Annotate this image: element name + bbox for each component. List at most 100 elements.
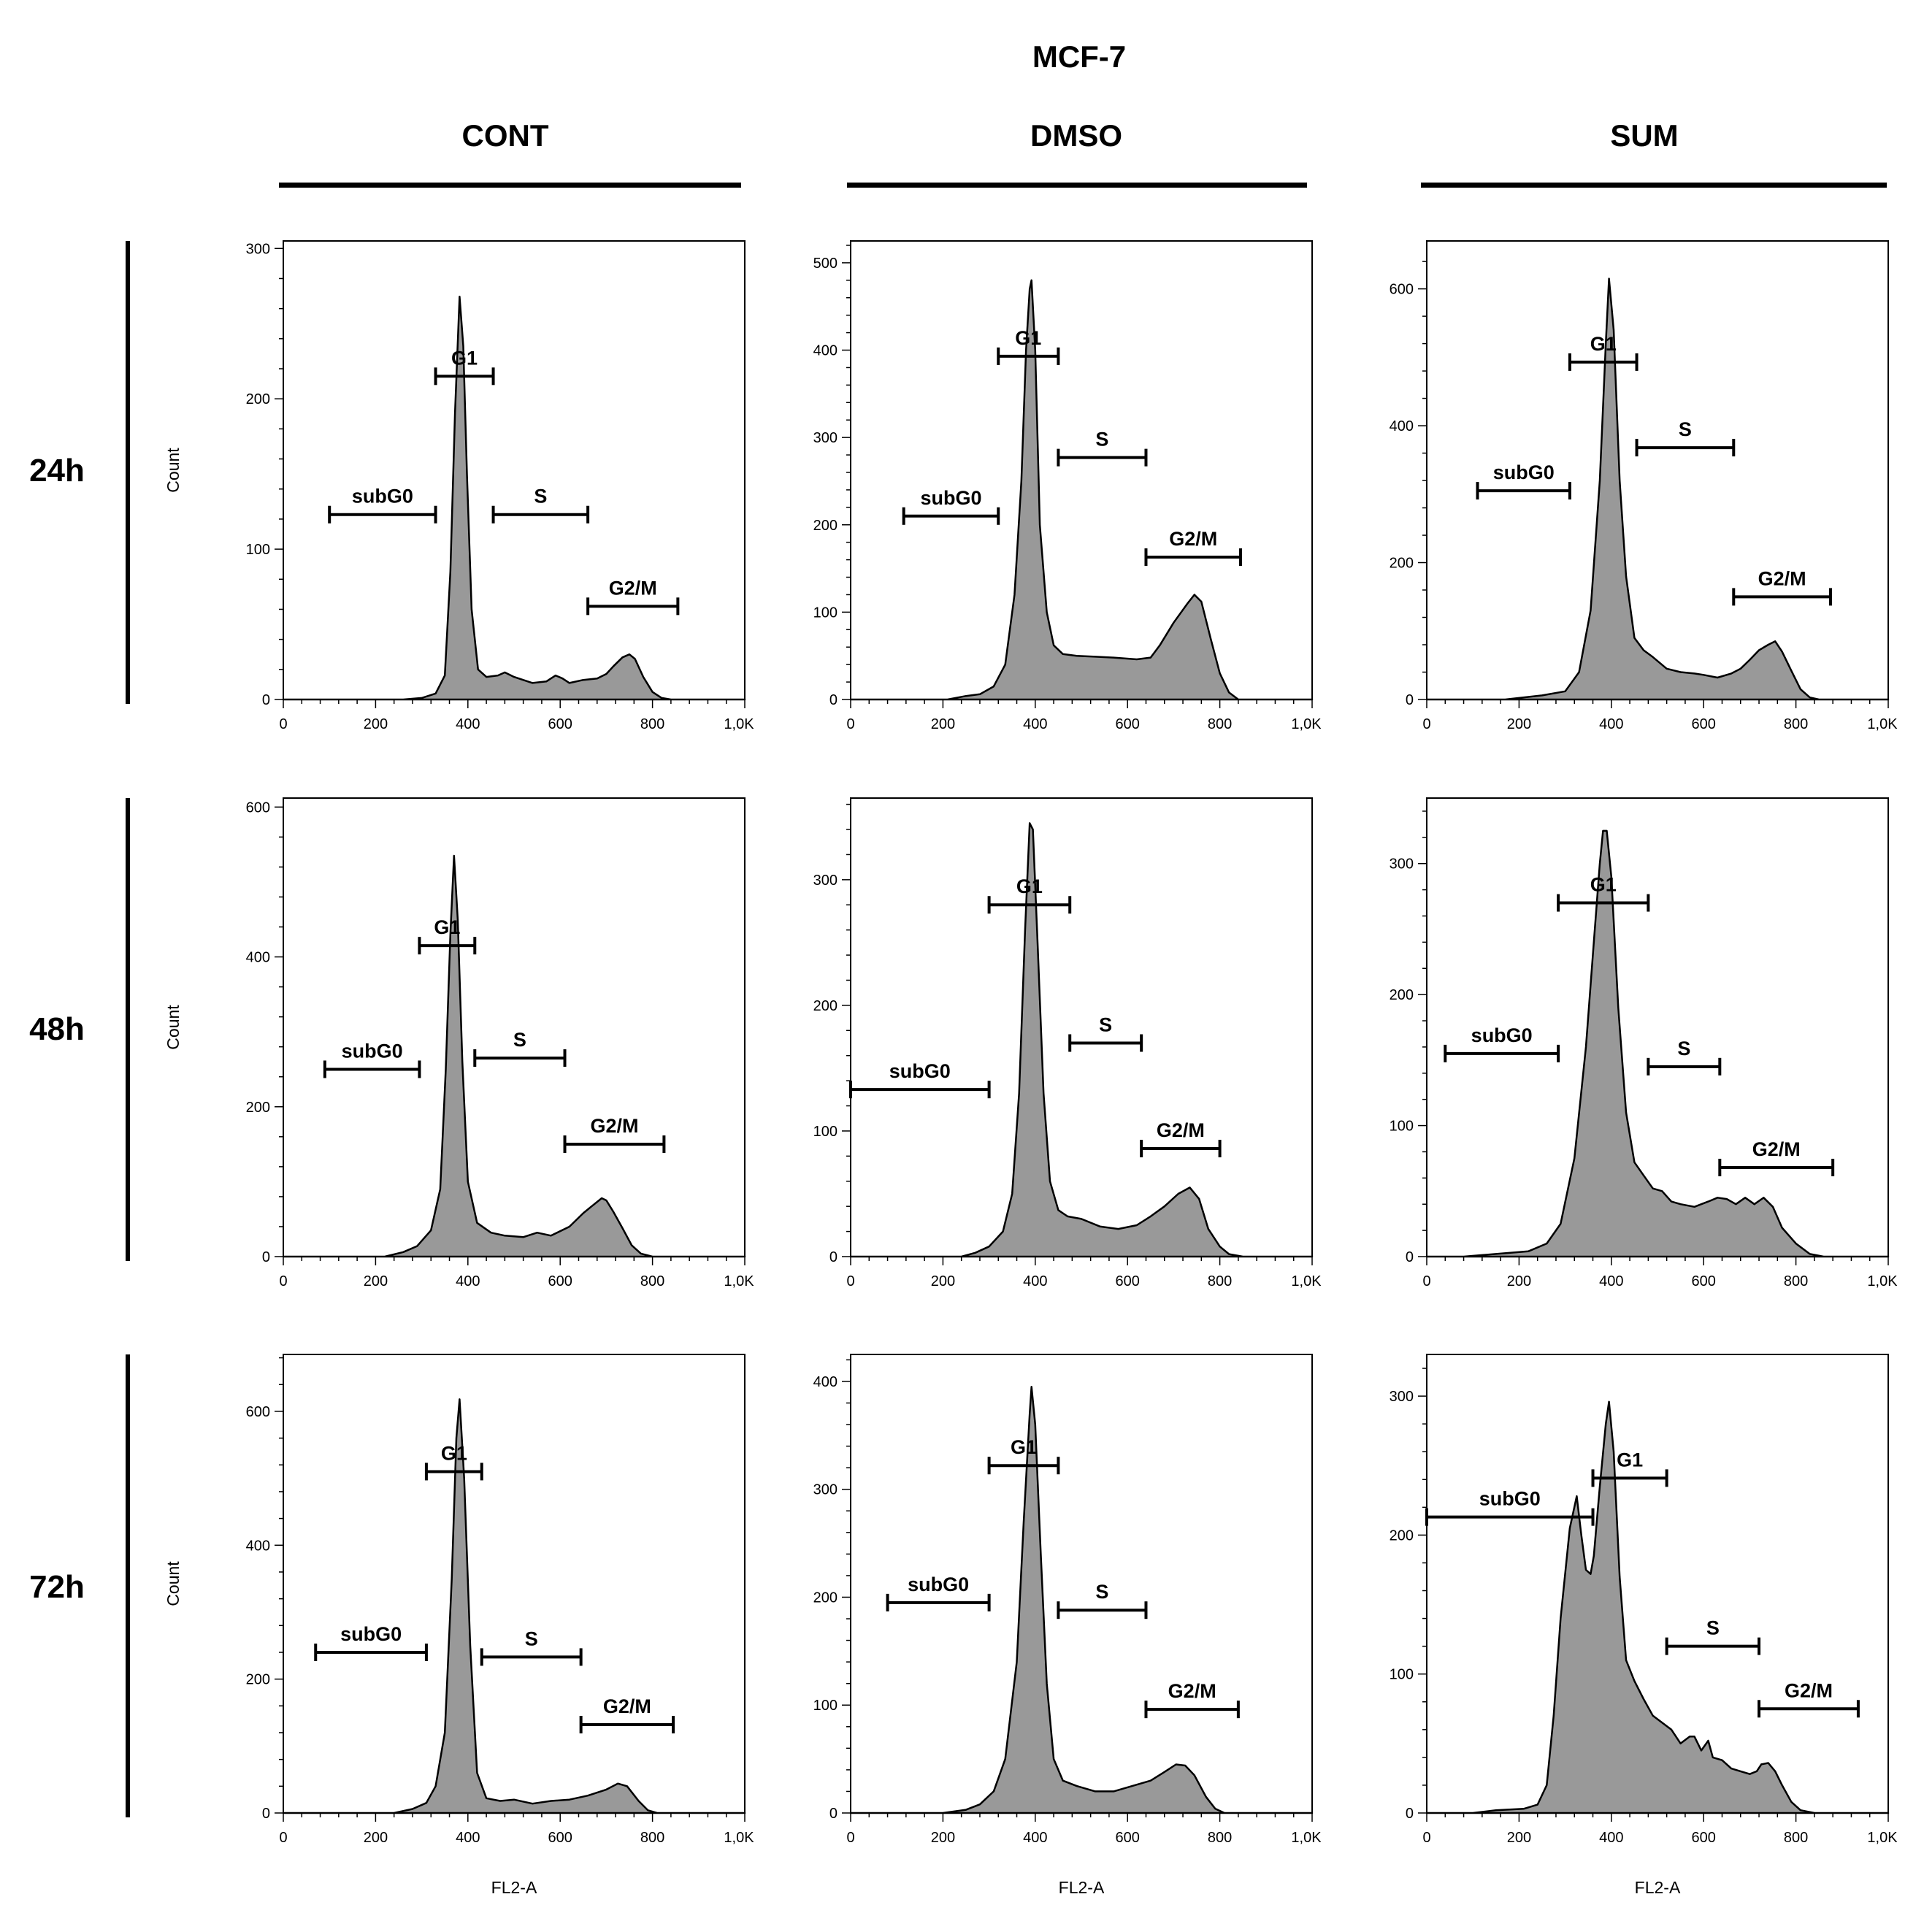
y-tick-label-dmso-24h-500: 500	[813, 256, 838, 272]
x-tick-label-dmso-24h-600: 600	[1116, 716, 1140, 732]
gate-g1-dmso-24h-label: G1	[1015, 327, 1041, 349]
x-tick-label-cont-24h-200: 200	[364, 716, 388, 732]
y-tick-label-dmso-72h-200: 200	[813, 1590, 838, 1606]
row-bar-48h	[126, 798, 130, 1261]
plot-frame-dmso-72h	[850, 1354, 1313, 1814]
histogram-area-sum-48h	[1425, 829, 1890, 1258]
x-tick-label-cont-48h-0: 0	[279, 1273, 287, 1289]
y-tick-label-cont-72h-200: 200	[246, 1672, 270, 1688]
x-tick-label-dmso-24h-0: 0	[846, 716, 854, 732]
y-tick-label-sum-72h-0: 0	[1406, 1806, 1414, 1822]
y-tick-label-cont-72h-400: 400	[246, 1538, 270, 1554]
gate-subg0-sum-72h-label: subG0	[1479, 1488, 1541, 1510]
gate-g2-m-dmso-48h-label: G2/M	[1157, 1119, 1205, 1141]
gate-g2-m-sum-24h-label: G2/M	[1758, 567, 1806, 589]
x-tick-label-sum-24h-200: 200	[1507, 716, 1531, 732]
histogram-area-dmso-24h	[849, 279, 1314, 701]
histogram-area-dmso-48h	[849, 822, 1314, 1258]
y-tick-label-sum-72h-300: 300	[1390, 1389, 1414, 1405]
x-tick-label-cont-24h-1-0k: 1,0K	[724, 716, 754, 732]
histogram-area-sum-24h	[1425, 277, 1890, 701]
x-tick-label-sum-24h-400: 400	[1599, 716, 1623, 732]
x-tick-label-dmso-72h-600: 600	[1116, 1830, 1140, 1846]
x-tick-label-dmso-48h-600: 600	[1116, 1273, 1140, 1289]
figure-title: MCF-7	[1032, 39, 1126, 74]
x-axis-title-sum-72h: FL2-A	[1635, 1878, 1681, 1897]
y-tick-label-dmso-72h-100: 100	[813, 1698, 838, 1714]
x-tick-label-sum-72h-0: 0	[1422, 1830, 1430, 1846]
gate-s-sum-24h-label: S	[1679, 418, 1692, 440]
plot-frame-dmso-24h	[850, 240, 1313, 700]
x-tick-label-cont-72h-1-0k: 1,0K	[724, 1830, 754, 1846]
y-tick-label-cont-24h-200: 200	[246, 391, 270, 407]
plot-frame-sum-24h	[1426, 240, 1889, 700]
gate-g2-m-cont-72h-label: G2/M	[603, 1695, 651, 1717]
x-tick-label-sum-24h-0: 0	[1422, 716, 1430, 732]
y-tick-label-cont-72h-600: 600	[246, 1404, 270, 1420]
x-tick-label-cont-72h-800: 800	[640, 1830, 664, 1846]
histogram-area-cont-48h	[282, 854, 746, 1258]
y-tick-label-cont-48h-0: 0	[262, 1249, 270, 1265]
plot-frame-cont-48h	[283, 797, 746, 1257]
x-tick-label-dmso-72h-0: 0	[846, 1830, 854, 1846]
gate-subg0-dmso-24h-label: subG0	[920, 487, 981, 509]
plot-frame-cont-24h	[283, 240, 746, 700]
y-tick-label-dmso-48h-0: 0	[829, 1249, 838, 1265]
gate-g1-dmso-72h-label: G1	[1011, 1436, 1037, 1458]
x-tick-label-cont-24h-600: 600	[548, 716, 572, 732]
plot-frame-cont-72h	[283, 1354, 746, 1814]
y-tick-label-dmso-24h-200: 200	[813, 518, 838, 534]
gate-subg0-dmso-72h-label: subG0	[908, 1573, 969, 1595]
x-tick-label-dmso-48h-200: 200	[931, 1273, 955, 1289]
y-tick-label-sum-72h-200: 200	[1390, 1527, 1414, 1544]
column-title-sum: SUM	[1610, 118, 1678, 153]
x-tick-label-cont-48h-400: 400	[456, 1273, 480, 1289]
x-tick-label-cont-48h-800: 800	[640, 1273, 664, 1289]
gate-s-dmso-48h-label: S	[1099, 1014, 1112, 1036]
x-tick-label-cont-48h-200: 200	[364, 1273, 388, 1289]
gate-g1-sum-48h-label: G1	[1590, 874, 1617, 896]
plot-frame-sum-72h	[1426, 1354, 1889, 1814]
y-tick-label-dmso-24h-100: 100	[813, 605, 838, 621]
x-tick-label-cont-72h-600: 600	[548, 1830, 572, 1846]
gate-s-dmso-24h-label: S	[1095, 429, 1108, 451]
x-tick-label-dmso-48h-400: 400	[1023, 1273, 1047, 1289]
gate-g2-m-sum-72h-label: G2/M	[1785, 1679, 1833, 1701]
gate-subg0-dmso-48h-label: subG0	[889, 1060, 951, 1082]
gate-s-sum-48h-label: S	[1677, 1038, 1690, 1059]
y-tick-label-sum-48h-100: 100	[1390, 1119, 1414, 1135]
x-tick-label-sum-48h-0: 0	[1422, 1273, 1430, 1289]
gate-g1-cont-48h-label: G1	[434, 916, 460, 938]
y-tick-label-dmso-48h-300: 300	[813, 873, 838, 889]
gate-s-cont-48h-label: S	[513, 1029, 526, 1051]
y-tick-label-cont-48h-400: 400	[246, 950, 270, 966]
x-tick-label-dmso-48h-1-0k: 1,0K	[1291, 1273, 1322, 1289]
gate-subg0-cont-48h-label: subG0	[342, 1040, 403, 1062]
gate-subg0-cont-72h-label: subG0	[340, 1623, 402, 1645]
row-title-72h: 72h	[29, 1569, 85, 1605]
row-bar-24h	[126, 241, 130, 704]
x-tick-label-sum-48h-400: 400	[1599, 1273, 1623, 1289]
x-tick-label-dmso-72h-400: 400	[1023, 1830, 1047, 1846]
x-tick-label-cont-24h-0: 0	[279, 716, 287, 732]
histogram-area-cont-72h	[282, 1398, 746, 1814]
y-tick-label-cont-72h-0: 0	[262, 1806, 270, 1822]
gate-s-sum-72h-label: S	[1706, 1617, 1720, 1639]
x-axis-title-dmso-72h: FL2-A	[1059, 1878, 1105, 1897]
y-tick-label-cont-24h-100: 100	[246, 542, 270, 558]
x-tick-label-cont-72h-200: 200	[364, 1830, 388, 1846]
gate-s-cont-72h-label: S	[525, 1628, 538, 1649]
gate-g1-sum-24h-label: G1	[1590, 333, 1617, 355]
gate-g1-cont-24h-label: G1	[451, 347, 478, 369]
x-tick-label-dmso-24h-1-0k: 1,0K	[1291, 716, 1322, 732]
y-axis-title-cont-48h: Count	[164, 1005, 183, 1050]
y-tick-label-dmso-48h-100: 100	[813, 1124, 838, 1140]
x-tick-label-dmso-24h-800: 800	[1208, 716, 1232, 732]
gate-g2-m-cont-48h-label: G2/M	[590, 1115, 638, 1137]
x-tick-label-sum-24h-800: 800	[1784, 716, 1808, 732]
x-tick-label-sum-72h-200: 200	[1507, 1830, 1531, 1846]
y-tick-label-sum-48h-200: 200	[1390, 987, 1414, 1003]
y-tick-label-sum-24h-400: 400	[1390, 418, 1414, 434]
gate-g2-m-sum-48h-label: G2/M	[1752, 1138, 1801, 1160]
